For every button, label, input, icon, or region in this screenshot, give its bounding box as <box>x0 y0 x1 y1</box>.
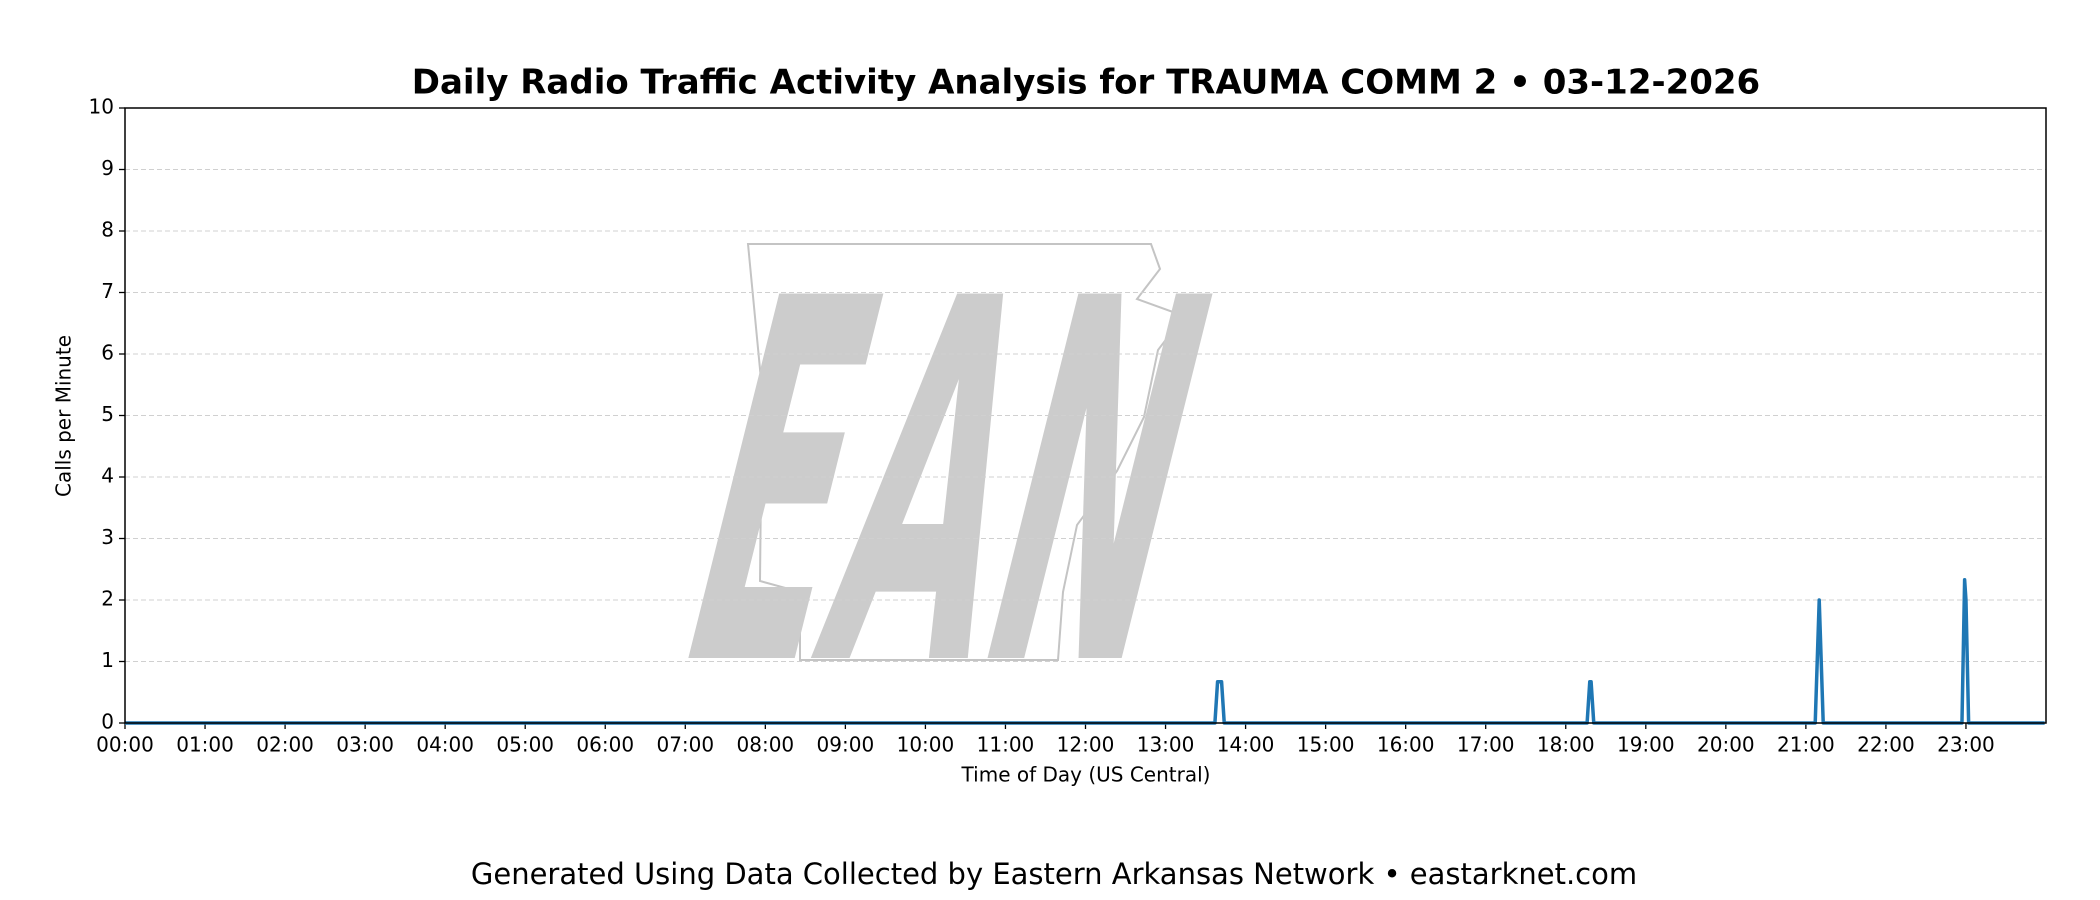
y-tick-label: 4 <box>101 464 114 488</box>
plot-frame <box>124 107 2047 724</box>
x-tick-label: 07:00 <box>656 733 714 757</box>
caption: Generated Using Data Collected by Easter… <box>471 857 1637 891</box>
y-tick-label: 9 <box>101 156 114 180</box>
x-tick-label: 03:00 <box>336 733 394 757</box>
x-tick-label: 21:00 <box>1777 733 1835 757</box>
x-tick-label: 18:00 <box>1537 733 1595 757</box>
x-tick-label: 09:00 <box>817 733 875 757</box>
y-tick-label: 3 <box>101 525 114 549</box>
y-axis-label: Calls per Minute <box>52 335 76 497</box>
y-tick-label: 6 <box>101 341 114 365</box>
x-tick-label: 13:00 <box>1137 733 1195 757</box>
y-tick-label: 1 <box>101 648 114 672</box>
x-tick-label: 20:00 <box>1697 733 1755 757</box>
x-tick-label: 23:00 <box>1937 733 1995 757</box>
x-tick-label: 22:00 <box>1857 733 1915 757</box>
state-outline <box>746 243 1186 661</box>
x-tick-label: 12:00 <box>1057 733 1115 757</box>
x-tick-label: 17:00 <box>1457 733 1515 757</box>
x-tick-label: 10:00 <box>897 733 955 757</box>
x-tick-label: 06:00 <box>576 733 634 757</box>
x-tick-label: 08:00 <box>737 733 795 757</box>
y-tick-label: 8 <box>101 218 114 242</box>
y-tick-label: 7 <box>101 279 114 303</box>
y-tick-label: 10 <box>89 95 114 119</box>
x-tick-label: 00:00 <box>96 733 154 757</box>
x-tick-label: 15:00 <box>1297 733 1355 757</box>
x-tick-label: 19:00 <box>1617 733 1675 757</box>
x-tick-label: 11:00 <box>977 733 1035 757</box>
x-tick-label: 05:00 <box>496 733 554 757</box>
x-tick-label: 01:00 <box>176 733 234 757</box>
x-tick-label: 04:00 <box>416 733 474 757</box>
x-tick-label: 16:00 <box>1377 733 1435 757</box>
y-tick-label: 5 <box>101 402 114 426</box>
chart-title: Daily Radio Traffic Activity Analysis fo… <box>412 63 1760 103</box>
y-tick-label: 0 <box>101 710 114 734</box>
x-tick-label: 14:00 <box>1217 733 1275 757</box>
x-tick-label: 02:00 <box>256 733 314 757</box>
y-tick-label: 2 <box>101 587 114 611</box>
x-axis-label: Time of Day (US Central) <box>961 763 1211 787</box>
